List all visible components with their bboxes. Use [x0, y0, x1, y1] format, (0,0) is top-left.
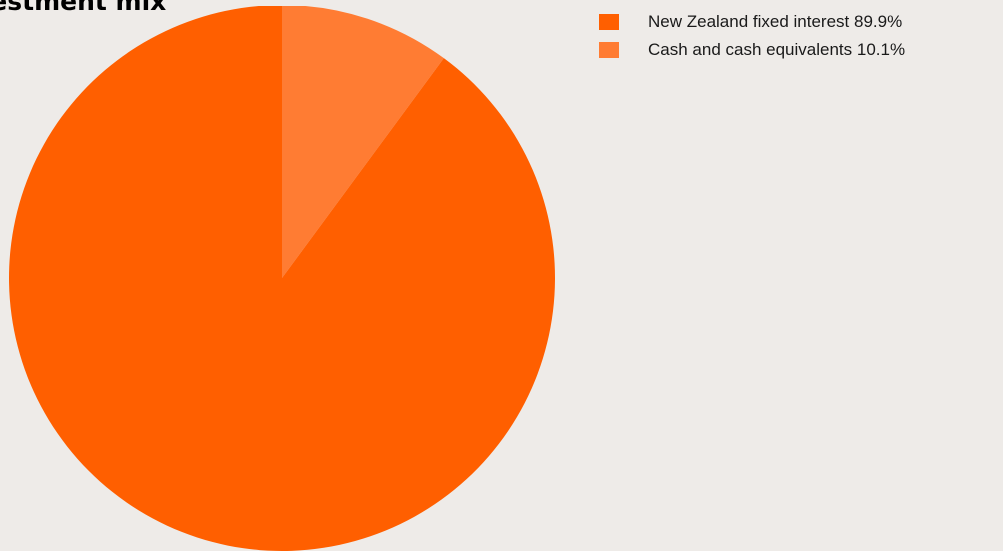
- pie-slices: [9, 6, 555, 551]
- legend-swatch-cash-and-cash-equivalents: [599, 42, 619, 58]
- legend-label-new-zealand-fixed-interest: New Zealand fixed interest 89.9%: [648, 12, 902, 32]
- legend-label-cash-and-cash-equivalents: Cash and cash equivalents 10.1%: [648, 40, 905, 60]
- legend-series-value: 89.9%: [854, 12, 903, 31]
- chart-title: vestment mix: [0, 0, 167, 16]
- pie-slice-cash-and-cash-equivalents: [282, 6, 444, 278]
- pie-chart: [9, 6, 555, 551]
- legend-swatch-new-zealand-fixed-interest: [599, 14, 619, 30]
- pie-slice-new-zealand-fixed-interest: [9, 6, 555, 551]
- legend-series-name: New Zealand fixed interest: [648, 12, 850, 31]
- legend-series-value: 10.1%: [856, 40, 906, 59]
- legend-series-name: Cash and cash equivalents: [648, 40, 853, 59]
